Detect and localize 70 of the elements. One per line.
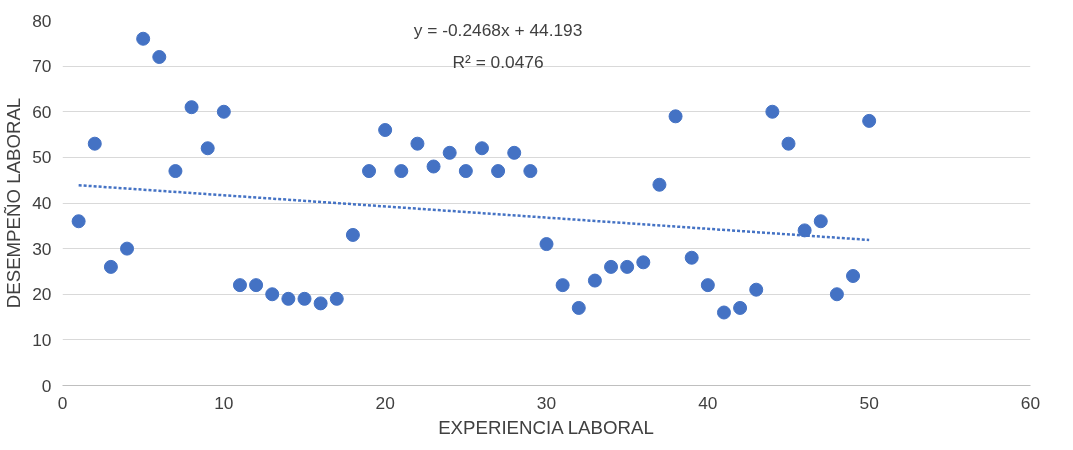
y-tick-label: 80: [32, 10, 52, 31]
point: [152, 50, 167, 64]
point: [474, 141, 489, 156]
point: [555, 278, 570, 293]
point: [168, 164, 183, 179]
point: [846, 269, 861, 283]
point: [329, 291, 344, 306]
point: [136, 31, 151, 46]
point: [232, 278, 247, 293]
point: [539, 237, 554, 252]
point: [216, 104, 231, 119]
point: [604, 259, 619, 274]
point: [587, 273, 602, 288]
point: [281, 291, 296, 306]
point: [362, 164, 377, 179]
point: [184, 100, 199, 115]
y-tick-label: 60: [32, 101, 52, 122]
x-tick-label: 10: [214, 392, 234, 413]
point: [103, 259, 118, 274]
point: [523, 164, 538, 179]
point: [862, 113, 877, 128]
x-tick-label: 50: [859, 392, 879, 413]
point: [394, 164, 409, 179]
point: [345, 227, 360, 242]
y-tick-label: 70: [32, 56, 52, 77]
point: [668, 109, 683, 124]
point: [71, 214, 86, 229]
x-tick-label: 0: [57, 392, 68, 413]
point: [813, 214, 828, 229]
x-tick-label: 60: [1020, 392, 1041, 413]
point: [781, 136, 796, 151]
point: [120, 241, 135, 256]
point: [442, 145, 457, 160]
point: [571, 300, 586, 315]
point: [620, 259, 635, 274]
point: [200, 141, 215, 156]
x-tick-label: 40: [698, 392, 718, 413]
point: [765, 104, 780, 119]
y-axis-title: DESEMPEÑO LABORAL: [3, 97, 25, 309]
point: [426, 159, 441, 174]
point: [313, 296, 328, 311]
point: [87, 136, 102, 151]
y-tick-label: 40: [32, 193, 52, 213]
point: [652, 177, 667, 192]
point: [700, 278, 715, 293]
point: [378, 123, 393, 137]
x-tick-label: 30: [536, 392, 557, 413]
annotation: y = -0.2468x + 44.193: [413, 19, 583, 40]
y-tick-label: 10: [32, 329, 52, 350]
y-tick-label: 30: [32, 238, 52, 259]
point: [829, 287, 844, 302]
y-tick-label: 20: [32, 284, 52, 305]
point: [716, 305, 731, 320]
x-tick-label: 20: [375, 392, 395, 413]
annotation: R² = 0.0476: [452, 51, 544, 72]
point: [733, 300, 748, 315]
point: [458, 164, 473, 179]
y-tick-label: 0: [41, 375, 52, 396]
point: [636, 255, 651, 270]
point: [265, 287, 280, 302]
point: [410, 136, 425, 151]
point: [797, 223, 812, 238]
point: [507, 145, 522, 160]
x-axis-title: EXPERIENCIA LABORAL: [438, 416, 654, 438]
y-tick-label: 50: [32, 147, 52, 168]
point: [749, 282, 764, 297]
point: [491, 164, 506, 179]
point: [249, 278, 264, 293]
point: [684, 250, 699, 265]
point: [297, 291, 312, 306]
